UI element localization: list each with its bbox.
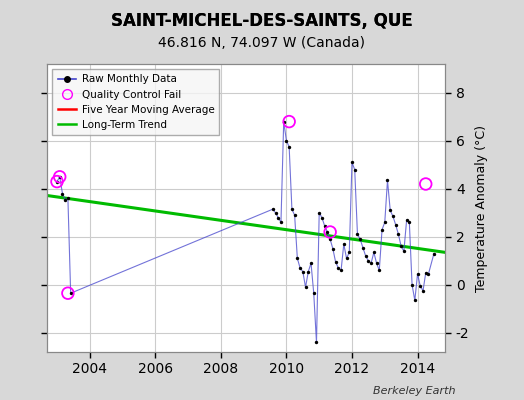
Point [58, 190, 67, 197]
Point [337, 267, 345, 274]
Point [277, 219, 285, 226]
Point [53, 178, 61, 185]
Point [53, 178, 61, 185]
Point [323, 229, 332, 235]
Point [331, 259, 340, 265]
Point [299, 268, 307, 275]
Point [345, 249, 354, 256]
Point [408, 282, 416, 288]
Point [326, 229, 334, 235]
Point [56, 174, 64, 180]
Point [416, 283, 424, 289]
Point [378, 226, 386, 233]
Point [56, 174, 64, 180]
Point [271, 210, 280, 216]
Text: 46.816 N, 74.097 W (Canada): 46.816 N, 74.097 W (Canada) [158, 36, 366, 50]
Point [274, 214, 282, 221]
Point [61, 196, 69, 203]
Point [269, 206, 277, 212]
Point [421, 181, 430, 187]
Point [419, 288, 427, 294]
Point [391, 222, 400, 228]
Point [67, 290, 75, 296]
Point [430, 250, 438, 257]
Text: SAINT-MICHEL-DES-SAINTS, QUE: SAINT-MICHEL-DES-SAINTS, QUE [111, 12, 413, 30]
Point [340, 241, 348, 247]
Point [296, 265, 304, 271]
Point [293, 255, 301, 262]
Point [356, 236, 364, 242]
Point [290, 212, 299, 218]
Point [307, 260, 315, 266]
Point [315, 210, 323, 216]
Point [411, 297, 419, 304]
Point [64, 195, 72, 202]
Text: Berkeley Earth: Berkeley Earth [374, 386, 456, 396]
Point [342, 255, 351, 262]
Point [285, 118, 293, 125]
Point [312, 339, 321, 346]
Point [373, 260, 381, 266]
Point [383, 177, 391, 184]
Point [400, 248, 408, 254]
Point [348, 159, 356, 166]
Point [386, 207, 395, 214]
Text: SAINT-MICHEL-DES-SAINTS, QUE: SAINT-MICHEL-DES-SAINTS, QUE [111, 12, 413, 30]
Point [279, 118, 288, 125]
Point [421, 270, 430, 276]
Point [329, 246, 337, 252]
Point [402, 217, 411, 223]
Legend: Raw Monthly Data, Quality Control Fail, Five Year Moving Average, Long-Term Tren: Raw Monthly Data, Quality Control Fail, … [52, 69, 220, 135]
Point [285, 144, 293, 150]
Point [282, 138, 291, 144]
Point [353, 231, 362, 238]
Point [413, 271, 422, 277]
Point [369, 249, 378, 256]
Point [424, 271, 433, 277]
Point [380, 219, 389, 226]
Point [321, 223, 329, 229]
Point [304, 268, 312, 275]
Point [64, 290, 72, 296]
Point [362, 253, 370, 259]
Point [389, 213, 397, 220]
Point [301, 284, 310, 290]
Point [310, 290, 318, 296]
Point [397, 243, 406, 250]
Point [318, 214, 326, 221]
Point [288, 206, 296, 212]
Point [367, 260, 375, 266]
Point [351, 166, 359, 173]
Point [375, 267, 384, 274]
Point [394, 231, 402, 238]
Point [405, 219, 413, 226]
Point [334, 265, 343, 271]
Point [359, 244, 367, 251]
Point [364, 258, 373, 264]
Point [326, 236, 334, 242]
Y-axis label: Temperature Anomaly (°C): Temperature Anomaly (°C) [475, 124, 488, 292]
